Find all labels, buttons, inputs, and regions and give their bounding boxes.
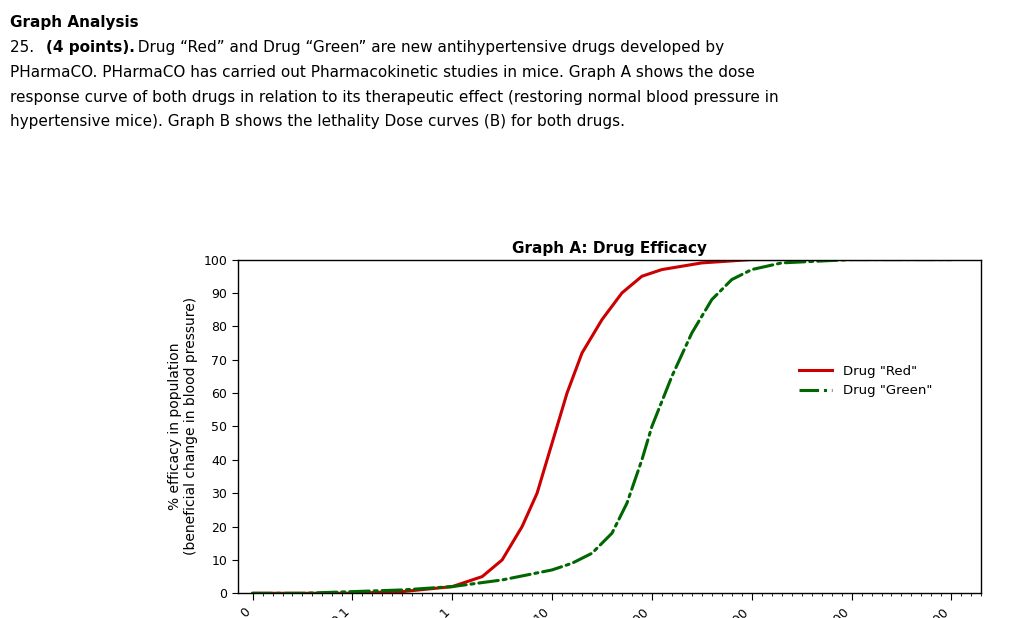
Drug "Green" [845, 256, 857, 263]
Drug "Red" [616, 289, 628, 297]
Text: Graph Analysis: Graph Analysis [10, 15, 139, 30]
Drug "Red" [695, 259, 708, 266]
Line: Drug "Red": Drug "Red" [252, 260, 951, 593]
Drug "Red" [515, 523, 528, 530]
Drug "Red" [575, 349, 588, 357]
Drug "Green" [605, 530, 618, 537]
Drug "Red" [496, 556, 508, 564]
Drug "Green" [396, 586, 408, 594]
Y-axis label: % efficacy in population
(beneficial change in blood pressure): % efficacy in population (beneficial cha… [167, 297, 197, 556]
Drug "Red" [845, 256, 857, 263]
Drug "Red" [396, 588, 408, 595]
Drug "Green" [566, 559, 578, 567]
Drug "Green" [945, 256, 958, 263]
Text: 25.: 25. [10, 40, 39, 55]
Text: hypertensive mice). Graph B shows the lethality Dose curves (B) for both drugs.: hypertensive mice). Graph B shows the le… [10, 114, 625, 129]
Drug "Green" [706, 296, 718, 303]
Drug "Green" [586, 549, 598, 557]
Drug "Green" [446, 583, 459, 590]
Drug "Green" [746, 266, 758, 273]
Drug "Red" [545, 439, 558, 447]
Drug "Red" [531, 489, 543, 497]
Drug "Green" [646, 423, 658, 430]
Drug "Red" [635, 273, 648, 280]
Drug "Green" [725, 276, 738, 283]
Drug "Red" [476, 573, 489, 580]
Drug "Green" [665, 373, 678, 380]
Drug "Green" [246, 590, 258, 597]
Line: Drug "Green": Drug "Green" [252, 260, 951, 593]
Drug "Green" [545, 566, 558, 574]
Drug "Green" [686, 329, 698, 337]
Drug "Red" [596, 316, 608, 323]
Text: response curve of both drugs in relation to its therapeutic effect (restoring no: response curve of both drugs in relation… [10, 90, 779, 104]
Drug "Green" [296, 590, 309, 597]
Drug "Green" [635, 456, 648, 464]
Drug "Red" [296, 590, 309, 597]
Drug "Red" [945, 256, 958, 263]
Drug "Red" [346, 590, 358, 597]
Text: (4 points).: (4 points). [46, 40, 135, 55]
Legend: Drug "Red", Drug "Green": Drug "Red", Drug "Green" [794, 360, 938, 403]
Drug "Green" [496, 576, 508, 583]
Drug "Red" [561, 389, 573, 397]
Drug "Red" [746, 256, 758, 263]
Title: Graph A: Drug Efficacy: Graph A: Drug Efficacy [512, 240, 707, 256]
Text: Drug “Red” and Drug “Green” are new antihypertensive drugs developed by: Drug “Red” and Drug “Green” are new anti… [128, 40, 724, 55]
Drug "Red" [656, 266, 668, 273]
Text: PHarmaCO. PHarmaCO has carried out Pharmacokinetic studies in mice. Graph A show: PHarmaCO. PHarmaCO has carried out Pharm… [10, 65, 755, 80]
Drug "Green" [346, 588, 358, 595]
Drug "Green" [621, 499, 633, 507]
Drug "Green" [776, 259, 788, 266]
Drug "Red" [246, 590, 258, 597]
Drug "Red" [446, 583, 459, 590]
